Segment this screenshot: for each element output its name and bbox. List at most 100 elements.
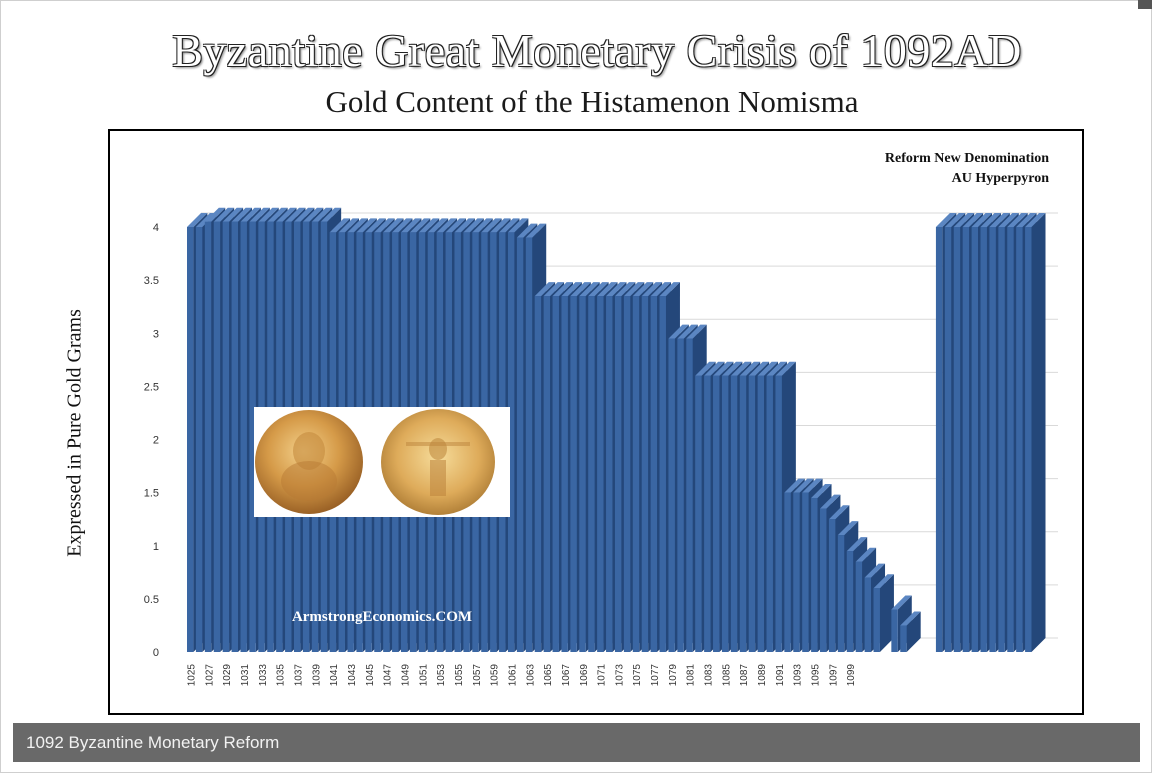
bar-front [222, 221, 230, 652]
y-tick-label: 1 [153, 541, 159, 553]
y-tick-label: 1.5 [144, 488, 159, 500]
bar-front [820, 508, 827, 652]
bar-top [400, 218, 422, 233]
x-tick-label: 1075 [632, 664, 643, 687]
bar-top [900, 611, 921, 626]
bar [873, 574, 894, 652]
bar-top [570, 282, 591, 297]
bar-top [846, 537, 868, 552]
x-tick-label: 1025 [186, 664, 197, 687]
bar-front [534, 296, 542, 652]
bar-top [543, 282, 565, 297]
bar-top [552, 282, 573, 297]
bar-top [409, 218, 431, 233]
bar-side [906, 611, 921, 652]
x-tick-label: 1083 [704, 664, 715, 687]
page-title: Byzantine Great Monetary Crisis of 1092A… [172, 25, 1022, 76]
bar-top [659, 282, 680, 297]
bar-side [879, 574, 894, 652]
bar-top [1025, 213, 1046, 227]
bar-top [811, 483, 832, 498]
bar-top [784, 478, 805, 493]
bar-front [944, 227, 952, 652]
bar-front [864, 577, 872, 652]
x-tick-label: 1073 [614, 664, 625, 687]
y-tick-labels: 0 0.5 1 1.5 2 2.5 3 3.5 4 [144, 222, 159, 659]
bar-top [347, 218, 368, 233]
bar-front [686, 338, 693, 652]
bar-front [213, 221, 221, 652]
bar-top [525, 223, 547, 238]
bar-top [293, 207, 315, 222]
x-tick-label: 1063 [525, 664, 536, 687]
y-tick-label: 0.5 [144, 594, 159, 606]
bar-top [668, 324, 689, 339]
bar-top [329, 218, 351, 233]
bar [900, 611, 921, 652]
bar-front [632, 296, 640, 652]
bar-top [632, 282, 654, 297]
bar-top [766, 361, 787, 376]
bar-top [463, 218, 484, 233]
bar-top [588, 282, 609, 297]
bar-front [1025, 227, 1032, 652]
x-tick-label: 1053 [436, 664, 447, 687]
x-tick-label: 1049 [400, 664, 411, 687]
bar-top [454, 218, 475, 233]
bar-top [427, 218, 449, 233]
bar-top [935, 213, 957, 227]
bar-top [231, 207, 252, 222]
bar-front [846, 551, 854, 652]
x-tick-label: 1095 [811, 664, 822, 687]
bar-front [704, 375, 711, 652]
bar-top [472, 218, 493, 233]
bar-front [855, 561, 863, 652]
y-axis-label: Expressed in Pure Gold Grams [63, 309, 86, 557]
bar-front [204, 221, 212, 652]
bar-top [311, 207, 333, 222]
bar-front [606, 296, 613, 652]
bar-top [222, 207, 244, 222]
bar-front [668, 338, 675, 652]
bar-top [534, 282, 556, 297]
annotation-reform-line1: Reform New Denomination [885, 151, 1049, 166]
x-tick-label: 1097 [828, 664, 839, 687]
bar-top [721, 361, 743, 376]
x-tick-labels: 1025 1027 1029 1031 1033 1035 1037 1039 1041 1043… [186, 664, 857, 687]
bar-top [561, 282, 582, 297]
bar-front [998, 227, 1005, 652]
bar-front [1007, 227, 1014, 652]
bar-front [989, 227, 996, 652]
x-tick-label: 1045 [365, 664, 376, 687]
bar-top [507, 218, 529, 233]
bar-front [900, 625, 907, 652]
bar-front [570, 296, 577, 652]
bar-top [1007, 213, 1028, 227]
bar-front [1016, 227, 1023, 652]
x-tick-label: 1037 [293, 664, 304, 687]
bar-front [525, 237, 533, 652]
bar-top [597, 282, 618, 297]
x-tick-label: 1043 [347, 664, 358, 687]
bar-top [276, 207, 297, 222]
x-tick-label: 1079 [668, 664, 679, 687]
coin-inset [254, 407, 510, 517]
bar-top [436, 218, 458, 233]
bar-front [802, 492, 809, 652]
bar-top [971, 213, 993, 227]
bar-front [713, 375, 720, 652]
bar-top [748, 361, 770, 376]
bar-top [383, 218, 404, 233]
x-tick-label: 1071 [597, 664, 608, 687]
bar-top [285, 207, 306, 222]
page-subtitle: Gold Content of the Histamenon Nomisma [325, 84, 859, 119]
bar-top [891, 595, 912, 610]
bar-front [543, 296, 551, 652]
x-tick-label: 1057 [472, 664, 483, 687]
bar-front [561, 296, 568, 652]
bar-top [730, 361, 752, 376]
bar-top [704, 361, 725, 376]
bar-top [258, 207, 279, 222]
bar-top [820, 494, 841, 509]
bar-top [204, 207, 226, 222]
